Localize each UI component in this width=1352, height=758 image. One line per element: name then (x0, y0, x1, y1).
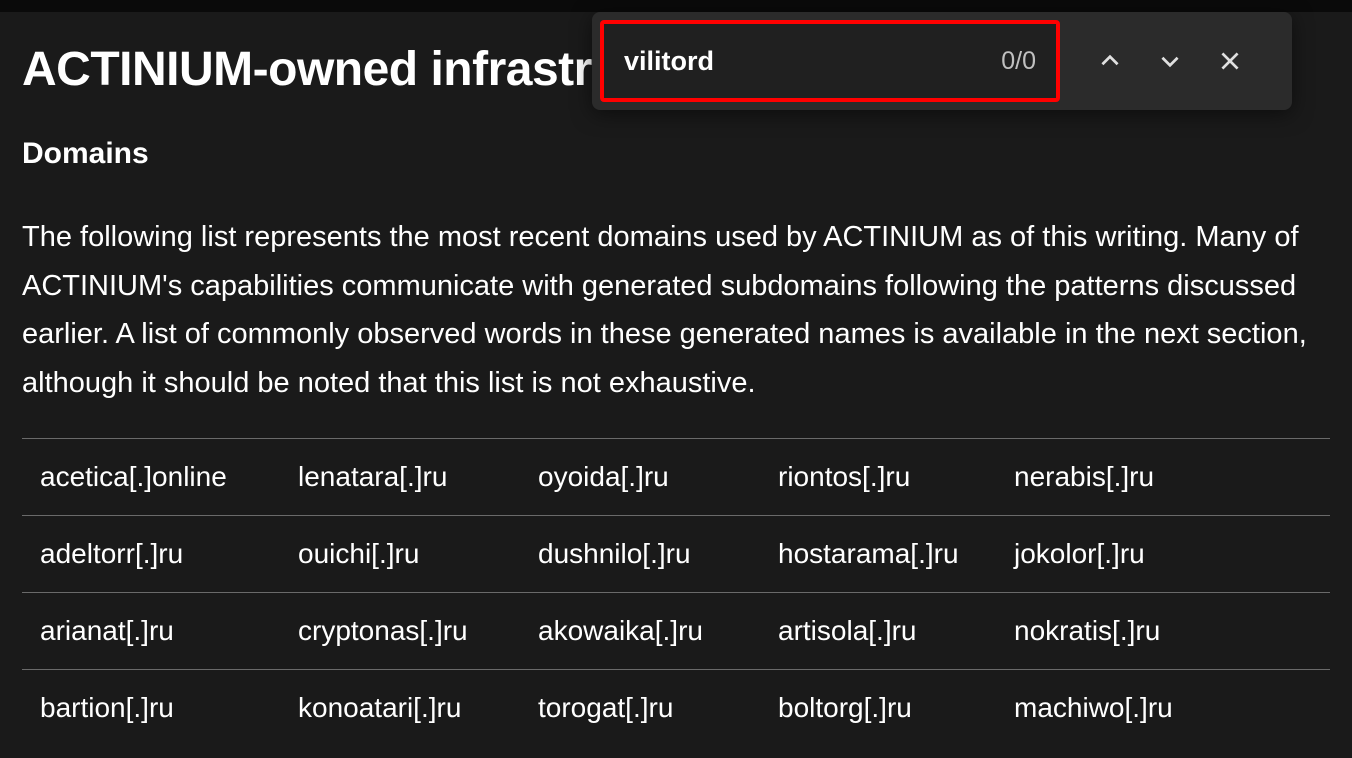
table-cell: machiwo[.]ru (996, 669, 1330, 746)
find-input-container: 0/0 (600, 20, 1060, 102)
table-cell: artisola[.]ru (760, 592, 996, 669)
table-cell: lenatara[.]ru (280, 438, 520, 515)
table-cell: jokolor[.]ru (996, 515, 1330, 592)
document-content: ACTINIUM-owned infrastructure Domains Th… (0, 12, 1352, 746)
table-cell: nokratis[.]ru (996, 592, 1330, 669)
table-cell: arianat[.]ru (22, 592, 280, 669)
table-row: adeltorr[.]ru ouichi[.]ru dushnilo[.]ru … (22, 515, 1330, 592)
table-cell: riontos[.]ru (760, 438, 996, 515)
table-cell: oyoida[.]ru (520, 438, 760, 515)
table-cell: nerabis[.]ru (996, 438, 1330, 515)
find-previous-button[interactable] (1080, 31, 1140, 91)
section-title-domains: Domains (22, 137, 1330, 171)
find-close-button[interactable] (1200, 31, 1260, 91)
table-cell: boltorg[.]ru (760, 669, 996, 746)
table-cell: konoatari[.]ru (280, 669, 520, 746)
close-icon (1217, 48, 1243, 74)
find-result-count: 0/0 (1001, 47, 1036, 76)
table-cell: ouichi[.]ru (280, 515, 520, 592)
table-cell: akowaika[.]ru (520, 592, 760, 669)
find-in-page-bar: 0/0 (592, 12, 1292, 110)
table-row: arianat[.]ru cryptonas[.]ru akowaika[.]r… (22, 592, 1330, 669)
table-cell: acetica[.]online (22, 438, 280, 515)
table-row: acetica[.]online lenatara[.]ru oyoida[.]… (22, 438, 1330, 515)
domains-table: acetica[.]online lenatara[.]ru oyoida[.]… (22, 438, 1330, 746)
find-input[interactable] (624, 46, 1001, 77)
table-cell: bartion[.]ru (22, 669, 280, 746)
domains-description: The following list represents the most r… (22, 213, 1330, 408)
table-cell: dushnilo[.]ru (520, 515, 760, 592)
table-cell: torogat[.]ru (520, 669, 760, 746)
table-cell: hostarama[.]ru (760, 515, 996, 592)
table-cell: cryptonas[.]ru (280, 592, 520, 669)
find-controls (1080, 31, 1260, 91)
find-next-button[interactable] (1140, 31, 1200, 91)
table-row: bartion[.]ru konoatari[.]ru torogat[.]ru… (22, 669, 1330, 746)
chevron-up-icon (1097, 48, 1123, 74)
table-cell: adeltorr[.]ru (22, 515, 280, 592)
window-top-bar (0, 0, 1352, 12)
domains-table-body: acetica[.]online lenatara[.]ru oyoida[.]… (22, 438, 1330, 746)
chevron-down-icon (1157, 48, 1183, 74)
